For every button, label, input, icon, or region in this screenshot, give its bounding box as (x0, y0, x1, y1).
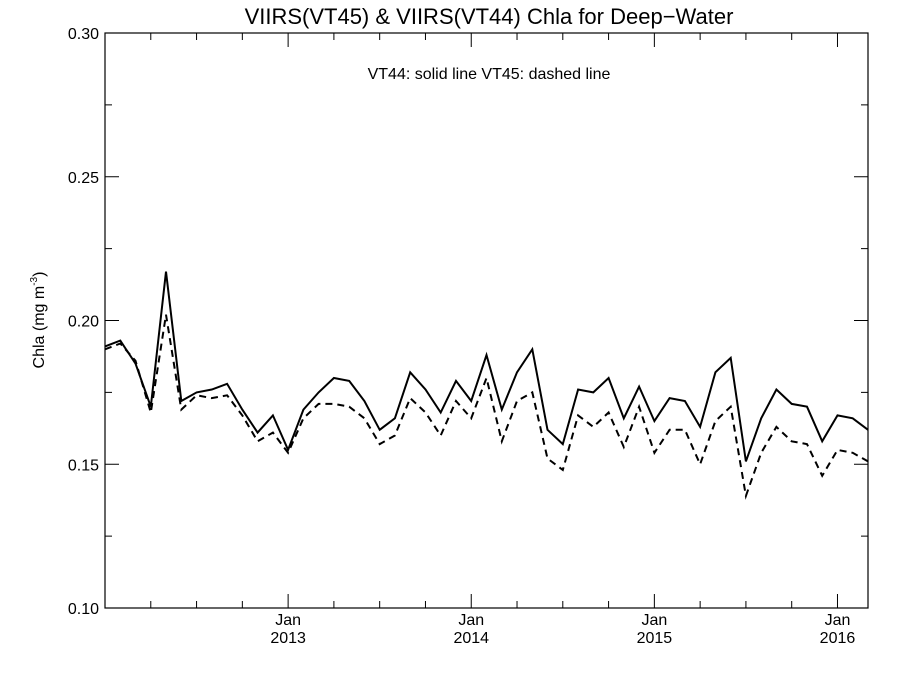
y-axis-title-close: ) (31, 272, 48, 277)
y-axis-title: Chla (mg m-3) (29, 272, 48, 369)
x-tick-label-year: 2016 (820, 630, 856, 647)
y-tick-label: 0.30 (68, 26, 99, 43)
y-axis-title-text: Chla (mg m (31, 286, 48, 369)
x-tick-label-month: Jan (641, 612, 667, 629)
svg-text:Chla (mg m-3): Chla (mg m-3) (29, 272, 48, 369)
y-tick-label: 0.20 (68, 314, 99, 331)
axis-ticks (104, 32, 868, 609)
series-line-dashed (104, 314, 869, 500)
x-tick-label-year: 2013 (270, 630, 306, 647)
x-tick-label-month: Jan (458, 612, 484, 629)
y-tick-label: 0.10 (68, 601, 99, 618)
y-axis-title-superscript: -3 (29, 276, 40, 285)
series-line-solid (104, 271, 869, 462)
x-tick-label-year: 2014 (453, 630, 489, 647)
line-style-note: VT44: solid line VT45: dashed line (368, 66, 611, 83)
x-tick-label-month: Jan (825, 612, 851, 629)
x-tick-label-month: Jan (275, 612, 301, 629)
chart-title: VIIRS(VT45) & VIIRS(VT44) Chla for Deep−… (245, 4, 734, 29)
series-layer (104, 271, 869, 500)
tick-labels: 0.100.150.200.250.30Jan2013Jan2014Jan201… (68, 26, 856, 647)
y-tick-label: 0.15 (68, 457, 99, 474)
x-tick-label-year: 2015 (637, 630, 673, 647)
y-tick-label: 0.25 (68, 170, 99, 187)
plot-frame (104, 32, 869, 609)
